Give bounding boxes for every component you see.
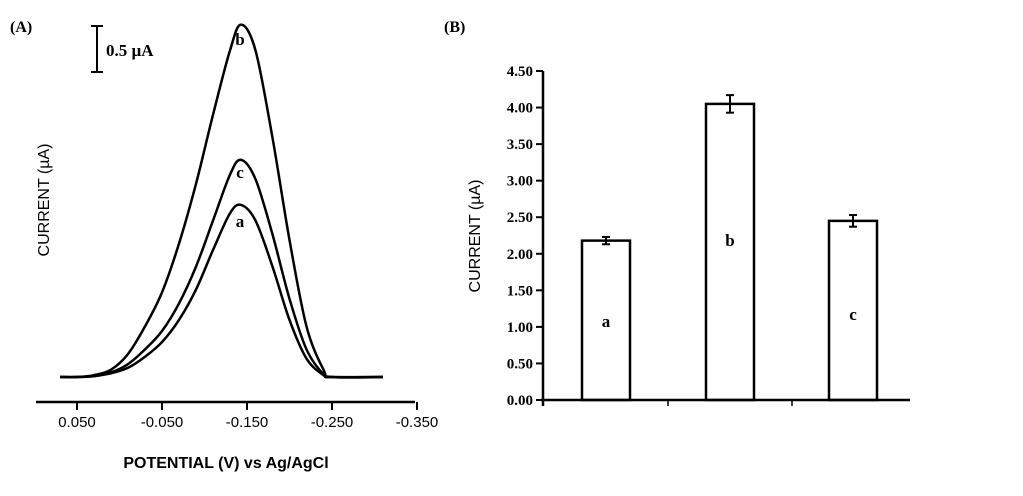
curve-label-c: c	[236, 163, 244, 182]
x-axis-label-a: POTENTIAL (V) vs Ag/AgCl	[123, 455, 328, 472]
error-bar-b	[726, 94, 734, 114]
y-tick-label: 3.00	[507, 174, 533, 190]
y-tick-label: 0.00	[507, 393, 533, 409]
curve-b	[59, 23, 384, 379]
y-tick-label: 2.50	[507, 210, 533, 226]
curve-label-b: b	[235, 30, 244, 49]
x-tick-label: -0.150	[226, 414, 269, 431]
bar-b	[704, 102, 756, 402]
y-tick-label: 1.00	[507, 320, 533, 336]
x-tick-label: -0.250	[311, 414, 354, 431]
bar-label-a: a	[602, 312, 611, 331]
curve-a	[59, 203, 384, 379]
x-ticks-a: 0.050 -0.050 -0.150 -0.250 -0.350	[58, 402, 438, 431]
scale-bar: 0.5 µA	[91, 25, 154, 73]
bar-label-b: b	[725, 231, 734, 250]
y-tick-label: 4.00	[507, 101, 533, 117]
bars: a b c	[580, 94, 879, 402]
y-axis-label-a: CURRENT (µA)	[36, 144, 53, 257]
x-tick-label: 0.050	[58, 414, 96, 431]
curve-label-a: a	[236, 212, 245, 231]
error-bar-a	[602, 235, 610, 246]
x-tick-label: -0.350	[396, 414, 439, 431]
curve-c	[59, 158, 384, 379]
y-tick-label: 3.50	[507, 137, 533, 153]
y-ticks-b: 0.00 0.50 1.00 1.50 2.00 2.50 3.00 3.50 4.00 4.50	[507, 64, 543, 409]
bar-label-c: c	[849, 305, 857, 324]
panel-a: (A) 0.5 µA b c a 0.050 -0.050 -0.150 -0.250 -0…	[10, 19, 438, 472]
panel-a-label: (A)	[10, 19, 32, 36]
y-tick-label: 1.50	[507, 283, 533, 299]
y-tick-label: 2.00	[507, 247, 533, 263]
y-tick-label: 4.50	[507, 64, 533, 80]
panel-b-label: (B)	[444, 19, 465, 36]
scale-bar-label: 0.5 µA	[106, 41, 154, 60]
x-tick-label: -0.050	[141, 414, 184, 431]
y-axis-label-b: CURRENT (µA)	[467, 180, 484, 293]
y-tick-label: 0.50	[507, 356, 533, 372]
voltammogram-curves: b c a	[59, 23, 384, 379]
panel-b: (B) CURRENT (µA) 0.00 0.50 1.00 1.50 2.00 2.5…	[444, 19, 910, 409]
error-bar-c	[849, 214, 857, 228]
